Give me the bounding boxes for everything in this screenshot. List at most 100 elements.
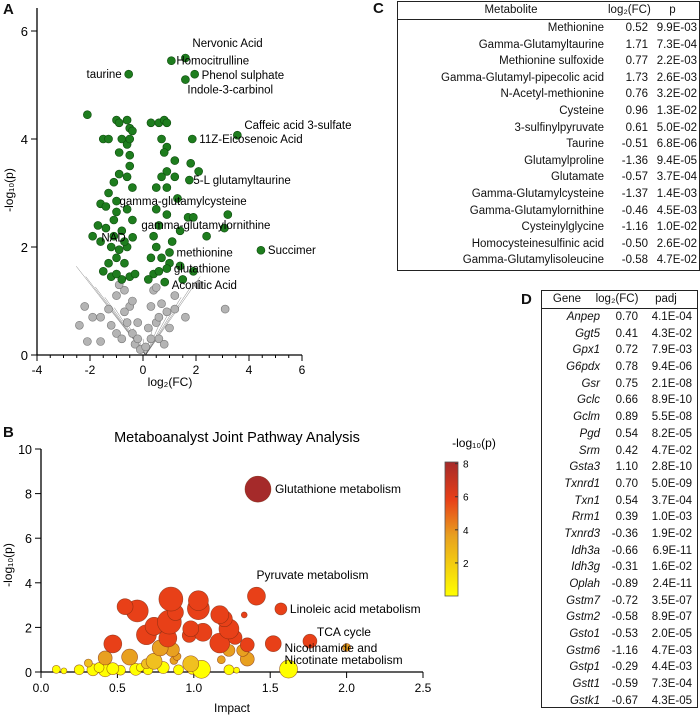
volcano-y-label: -log₁₀(p) <box>2 168 16 212</box>
table-row: Gstp1 -0.29 4.4E-03 <box>542 659 697 676</box>
x-tick-label: -2 <box>85 363 96 377</box>
table-row: Txnrd1 0.70 5.0E-09 <box>542 476 697 493</box>
row-pvalue: 8.9E-07 <box>651 611 692 624</box>
row-pvalue: 8.9E-10 <box>651 394 692 407</box>
row-name: Taurine <box>566 138 604 151</box>
nonsignificant-point <box>106 320 116 330</box>
significant-point <box>154 221 164 230</box>
nonsignificant-point <box>181 312 190 322</box>
x-tick-label: 2.5 <box>415 681 432 695</box>
pathway-bubble <box>279 659 298 679</box>
table-row: N-Acetyl-methionine 0.76 3.2E-02 <box>398 86 699 103</box>
nonsignificant-point <box>220 304 230 314</box>
row-log2fc: -1.37 <box>621 187 648 200</box>
row-log2fc: -1.16 <box>621 221 648 234</box>
row-pvalue: 3.7E-04 <box>656 171 697 184</box>
significant-point <box>128 126 137 136</box>
nonsignificant-point <box>146 302 156 311</box>
row-name: Srm <box>578 444 600 457</box>
row-pvalue: 4.5E-03 <box>656 204 697 217</box>
point-label: Aconitic Acid <box>172 280 237 292</box>
row-log2fc: -0.29 <box>611 661 638 674</box>
table-row: Idh3g -0.31 1.6E-02 <box>542 559 697 576</box>
point-label: gamma-glutamylornithine <box>141 220 270 232</box>
row-name: Methionine <box>547 22 604 34</box>
row-log2fc: -1.36 <box>621 154 648 167</box>
table-row: Srm 0.42 4.7E-02 <box>542 443 697 460</box>
row-log2fc: -0.66 <box>611 544 638 557</box>
table-row: Methionine 0.52 9.9E-03 <box>398 20 699 37</box>
row-log2fc: -0.59 <box>611 678 638 691</box>
row-log2fc: 0.39 <box>615 511 638 524</box>
nonsignificant-point <box>80 302 89 311</box>
row-log2fc: 0.96 <box>625 104 648 117</box>
nonsignificant-point <box>154 312 164 322</box>
pathway-bubble <box>93 662 105 673</box>
row-log2fc: 0.72 <box>615 344 638 357</box>
row-pvalue: 3.7E-04 <box>651 494 692 507</box>
pathway-bubble <box>217 655 226 665</box>
nonsignificant-point <box>128 296 137 306</box>
row-name: Gclm <box>573 411 600 424</box>
row-pvalue: 5.0E-09 <box>651 477 692 490</box>
significant-point <box>170 156 180 165</box>
header-metabolite: Metabolite <box>484 4 538 16</box>
pathway-bubble <box>264 635 282 652</box>
x-tick-label: 4 <box>246 363 253 377</box>
row-log2fc: -0.58 <box>611 611 638 624</box>
row-log2fc: -0.31 <box>611 561 638 574</box>
point-label: Homocitrulline <box>176 56 249 68</box>
row-log2fc: 0.52 <box>625 22 648 34</box>
row-name: Homocysteinesulfinic acid <box>471 237 604 250</box>
volcano-x-label: log₂(FC) <box>148 375 193 389</box>
x-tick-label: 1.0 <box>185 681 202 695</box>
table-row: Gstm6 -1.16 4.7E-03 <box>542 643 697 660</box>
nonsignificant-point <box>162 307 172 317</box>
table-row: Gstk1 -0.67 4.3E-05 <box>542 693 697 710</box>
significant-point <box>149 231 158 241</box>
table-row: Methionine sulfoxide 0.77 2.2E-03 <box>398 53 699 70</box>
significant-point <box>117 226 127 236</box>
table-row: Anpep 0.70 4.1E-04 <box>542 309 697 326</box>
row-name: Gamma-Glutamyl-pipecolic acid <box>441 71 604 84</box>
significant-point <box>109 215 119 225</box>
row-pvalue: 1.4E-03 <box>656 187 697 200</box>
y-tick-label: 0 <box>25 666 32 680</box>
table-row: Glutamate -0.57 3.7E-04 <box>398 169 699 186</box>
significant-point <box>114 245 124 254</box>
x-tick-label: 6 <box>299 363 306 377</box>
labeled-point <box>162 264 172 273</box>
y-tick-label: 0 <box>21 348 28 363</box>
pathway-label: TCA cycle <box>317 625 371 639</box>
row-name: Gsr <box>581 377 600 390</box>
colorbar-label: -log₁₀(p) <box>452 436 496 450</box>
significant-point <box>114 118 124 128</box>
table-row: Idh3a -0.66 6.9E-11 <box>542 543 697 560</box>
table-row: Glutamylproline -1.36 9.4E-05 <box>398 153 699 170</box>
significant-point <box>125 161 135 171</box>
y-tick-label: 6 <box>21 24 28 39</box>
nonsignificant-point <box>133 334 142 344</box>
row-log2fc: -0.50 <box>621 237 648 250</box>
metabolite-table: Metabolite log₂(FC) p Methionine 0.52 9.9E… <box>397 1 700 271</box>
row-pvalue: 2.0E-05 <box>651 628 692 641</box>
pathway-bubble <box>73 664 85 676</box>
table-row: Txn1 0.54 3.7E-04 <box>542 493 697 510</box>
significant-point <box>162 118 172 128</box>
row-log2fc: -0.67 <box>611 694 638 707</box>
significant-point <box>104 188 113 198</box>
row-name: Glutamate <box>550 171 604 184</box>
labeled-point <box>256 245 266 255</box>
significant-point <box>162 183 172 192</box>
point-label: NAD <box>101 232 125 244</box>
y-tick-label: 8 <box>25 488 32 502</box>
pathway-x-label: Impact <box>214 701 251 715</box>
table-row: Ggt5 0.41 4.3E-02 <box>542 326 697 343</box>
pathway-bubble <box>158 586 184 612</box>
significant-point <box>114 169 124 179</box>
header-gene: Gene <box>552 293 582 305</box>
table-row: Gpx1 0.72 7.9E-03 <box>542 342 697 359</box>
row-pvalue: 1.0E-03 <box>651 511 692 524</box>
table-row: Txnrd3 -0.36 1.9E-02 <box>542 526 697 543</box>
